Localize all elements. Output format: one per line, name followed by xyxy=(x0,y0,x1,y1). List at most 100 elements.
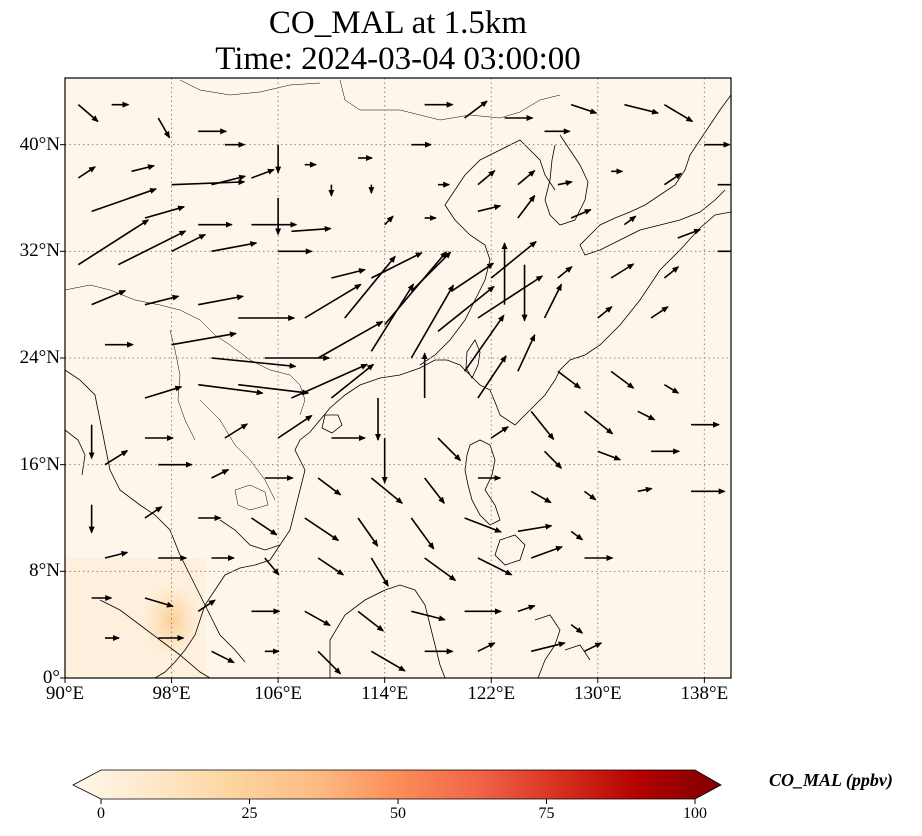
co-hotspot xyxy=(135,572,208,669)
wind-arrow xyxy=(264,557,280,576)
map-frame xyxy=(64,77,732,679)
wind-arrow xyxy=(663,383,680,394)
coastline-myanmar xyxy=(65,369,181,556)
wind-arrow xyxy=(291,363,368,399)
wind-arrow xyxy=(677,228,702,239)
wind-arrow xyxy=(77,104,99,123)
coastline-asia-mainland xyxy=(154,211,731,678)
wind-arrow xyxy=(570,530,584,541)
wind-arrow xyxy=(171,179,246,186)
wind-arrow xyxy=(198,383,264,396)
wind-arrow xyxy=(238,383,310,396)
wind-arrow xyxy=(211,241,258,253)
colorbar-tick-label: 0 xyxy=(97,805,105,822)
wind-arrow xyxy=(557,370,582,389)
x-tick-label: 138°E xyxy=(680,683,729,704)
wind-arrow xyxy=(570,103,598,115)
wind-arrow xyxy=(304,517,340,542)
wind-arrow xyxy=(330,363,375,399)
coastline-japan xyxy=(579,94,731,256)
wind-arrow xyxy=(410,517,435,550)
wind-arrow xyxy=(104,550,129,559)
wind-arrow xyxy=(463,314,505,372)
wind-arrow xyxy=(637,486,653,493)
wind-arrow xyxy=(490,240,537,279)
map-gridlines xyxy=(65,78,731,678)
wind-arrow xyxy=(317,320,384,359)
colorbar xyxy=(72,769,722,800)
coastline-taiwan xyxy=(465,339,481,379)
wind-arrow xyxy=(198,294,244,306)
wind-arrow xyxy=(477,170,496,186)
wind-arrow xyxy=(531,641,566,653)
wind-arrow xyxy=(583,410,614,435)
x-tick-label: 130°E xyxy=(573,683,622,704)
coastline-mindanao xyxy=(494,534,526,566)
wind-arrow xyxy=(344,255,396,319)
coastline-luzon xyxy=(464,439,501,526)
wind-arrow xyxy=(490,426,509,439)
y-tick-label: 8°N xyxy=(29,560,60,582)
wind-arrow xyxy=(331,268,366,279)
wind-arrow xyxy=(663,172,683,186)
wind-arrow xyxy=(224,423,249,439)
y-tick-label: 40°N xyxy=(19,133,60,155)
x-tick-label: 114°E xyxy=(361,683,409,704)
wind-arrow xyxy=(304,610,331,627)
wind-arrow xyxy=(477,204,502,213)
coastline-hainan xyxy=(321,414,343,434)
wind-arrow xyxy=(610,263,635,279)
wind-arrow xyxy=(357,517,379,547)
wind-arrow xyxy=(410,284,455,359)
wind-arrow xyxy=(543,450,563,469)
wind-arrow xyxy=(517,194,536,219)
wind-arrow xyxy=(370,283,415,352)
wind-arrow xyxy=(424,477,445,504)
wind-arrow xyxy=(437,437,462,462)
x-tick-label: 122°E xyxy=(467,683,516,704)
colorbar-tick-label: 75 xyxy=(538,805,555,822)
wind-arrow xyxy=(357,610,385,632)
x-tick-label: 106°E xyxy=(254,683,302,704)
wind-arrow xyxy=(171,233,207,253)
wind-arrow xyxy=(650,306,669,319)
x-tick-label: 98°E xyxy=(152,683,191,704)
wind-arrow xyxy=(144,205,186,219)
wind-arrow xyxy=(610,370,635,389)
wind-arrow xyxy=(171,331,237,346)
y-tick-label: 16°N xyxy=(19,453,60,475)
wind-arrow xyxy=(77,219,150,266)
wind-arrow xyxy=(530,546,563,559)
wind-arrow xyxy=(370,557,389,587)
wind-arrow xyxy=(144,385,183,399)
coastline-malay-peninsula xyxy=(179,554,246,663)
wind-arrow xyxy=(530,490,552,504)
y-tick-label: 24°N xyxy=(19,347,60,368)
wind-arrow xyxy=(251,168,275,179)
wind-arrow xyxy=(477,275,544,319)
wind-arrow xyxy=(131,164,155,173)
wind-arrow xyxy=(411,610,446,622)
wind-arrow xyxy=(517,523,553,533)
colorbar-ticks xyxy=(100,799,696,804)
wind-arrow xyxy=(517,604,536,613)
axis-ticks xyxy=(60,144,705,683)
wind-arrow xyxy=(570,208,592,219)
wind-arrow xyxy=(371,252,423,279)
wind-arrow xyxy=(91,289,127,306)
wind-arrow xyxy=(370,477,403,504)
wind-arrow xyxy=(211,468,230,479)
wind-arrow xyxy=(637,410,656,421)
wind-arrow xyxy=(211,357,297,369)
colorbar-tick-label: 25 xyxy=(241,805,258,822)
wind-arrow xyxy=(277,414,313,439)
wind-arrow xyxy=(251,517,278,536)
wind-arrow xyxy=(77,166,96,179)
wind-vectors xyxy=(77,100,731,675)
wind-arrow xyxy=(437,285,495,332)
wind-arrow xyxy=(583,490,597,501)
wind-arrow xyxy=(211,174,247,186)
colorbar-tick-label: 50 xyxy=(390,805,406,822)
coastline-sulawesi xyxy=(534,614,591,678)
